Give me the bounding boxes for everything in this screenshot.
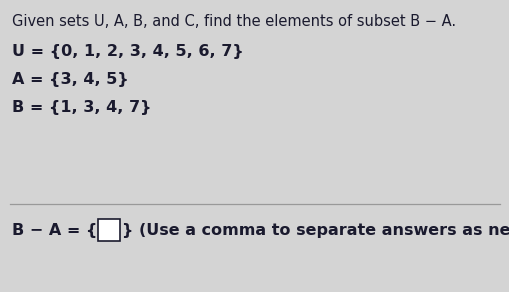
Text: Given sets U, A, B, and C, find the elements of subset B − A.: Given sets U, A, B, and C, find the elem… bbox=[12, 14, 455, 29]
Text: U = {0, 1, 2, 3, 4, 5, 6, 7}: U = {0, 1, 2, 3, 4, 5, 6, 7} bbox=[12, 44, 243, 59]
Text: } (Use a comma to separate answers as needed.): } (Use a comma to separate answers as ne… bbox=[122, 223, 509, 237]
Bar bbox=[98, 219, 120, 241]
Text: B − A = {: B − A = { bbox=[12, 223, 97, 237]
Text: B = {1, 3, 4, 7}: B = {1, 3, 4, 7} bbox=[12, 100, 151, 115]
Text: A = {3, 4, 5}: A = {3, 4, 5} bbox=[12, 72, 128, 87]
